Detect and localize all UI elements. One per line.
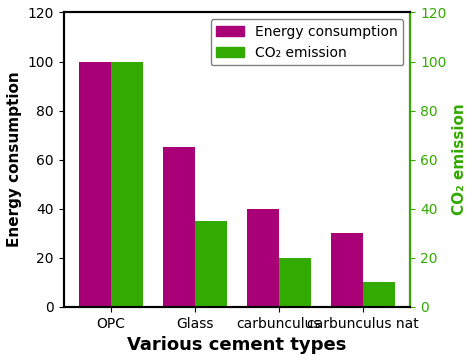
Y-axis label: Energy consumption: Energy consumption <box>7 72 22 248</box>
Y-axis label: CO₂ emission: CO₂ emission <box>452 104 467 216</box>
Bar <box>279 258 311 307</box>
Bar <box>195 221 227 307</box>
Bar <box>111 61 143 307</box>
Bar <box>331 233 363 307</box>
Bar <box>163 147 195 307</box>
Bar <box>79 61 111 307</box>
Legend: Energy consumption, CO₂ emission: Energy consumption, CO₂ emission <box>211 19 403 65</box>
X-axis label: Various cement types: Various cement types <box>128 336 346 354</box>
Bar <box>363 282 395 307</box>
Bar <box>247 209 279 307</box>
